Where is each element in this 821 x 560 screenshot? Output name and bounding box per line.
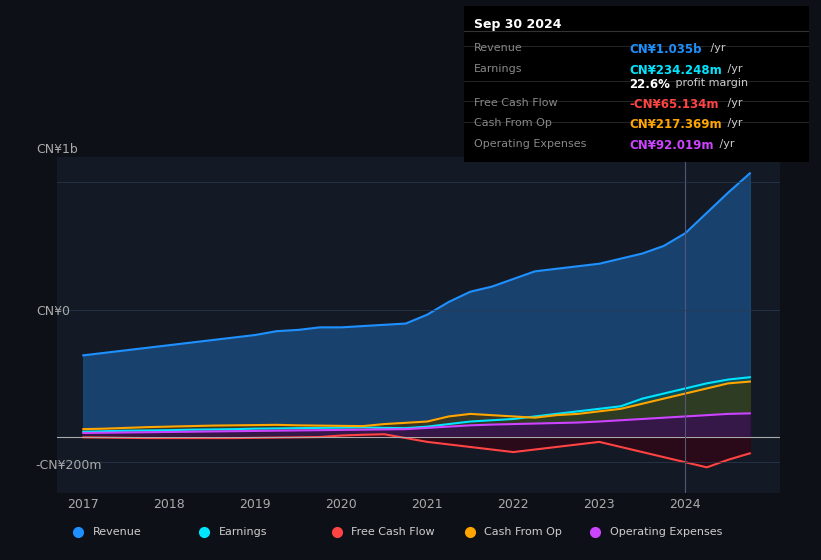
Text: /yr: /yr	[716, 139, 734, 149]
Text: Earnings: Earnings	[218, 527, 267, 537]
Text: Cash From Op: Cash From Op	[484, 527, 562, 537]
Text: Free Cash Flow: Free Cash Flow	[351, 527, 435, 537]
Text: -CN¥200m: -CN¥200m	[36, 459, 103, 473]
Text: Operating Expenses: Operating Expenses	[610, 527, 722, 537]
Text: Sep 30 2024: Sep 30 2024	[475, 18, 562, 31]
Text: Revenue: Revenue	[475, 43, 523, 53]
Text: CN¥1b: CN¥1b	[36, 143, 77, 156]
Text: /yr: /yr	[707, 43, 726, 53]
Text: CN¥92.019m: CN¥92.019m	[630, 139, 714, 152]
Text: /yr: /yr	[724, 119, 743, 128]
Text: 22.6%: 22.6%	[630, 78, 670, 91]
Text: CN¥234.248m: CN¥234.248m	[630, 64, 722, 77]
Text: Cash From Op: Cash From Op	[475, 119, 552, 128]
Text: -CN¥65.134m: -CN¥65.134m	[630, 98, 719, 111]
Text: Earnings: Earnings	[475, 64, 523, 73]
Text: profit margin: profit margin	[672, 78, 749, 88]
Text: CN¥0: CN¥0	[36, 305, 70, 318]
Text: CN¥217.369m: CN¥217.369m	[630, 119, 722, 132]
Text: Revenue: Revenue	[93, 527, 141, 537]
Text: Operating Expenses: Operating Expenses	[475, 139, 586, 149]
Text: /yr: /yr	[724, 64, 743, 73]
Text: CN¥1.035b: CN¥1.035b	[630, 43, 702, 56]
Text: /yr: /yr	[724, 98, 743, 108]
Text: Free Cash Flow: Free Cash Flow	[475, 98, 557, 108]
